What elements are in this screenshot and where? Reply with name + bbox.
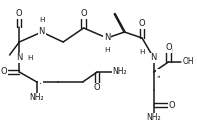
Text: NH₂: NH₂ [30, 94, 44, 102]
Text: NH₂: NH₂ [146, 114, 161, 122]
Text: ,,: ,, [157, 70, 161, 78]
Text: NH₂: NH₂ [112, 68, 127, 76]
Text: ·: · [39, 79, 42, 89]
Text: O: O [1, 68, 8, 76]
Text: H: H [39, 17, 45, 23]
Text: H: H [27, 55, 33, 61]
Text: N: N [104, 34, 110, 42]
Text: O: O [16, 10, 23, 18]
Text: H: H [139, 49, 145, 55]
Text: H: H [104, 47, 110, 53]
Text: O: O [168, 100, 175, 110]
Text: OH: OH [183, 58, 195, 66]
Text: N: N [39, 28, 45, 36]
Text: N: N [151, 54, 157, 62]
Text: O: O [165, 44, 172, 52]
Text: N: N [16, 54, 22, 62]
Text: O: O [80, 10, 87, 18]
Text: O: O [94, 84, 100, 92]
Text: O: O [139, 20, 145, 28]
